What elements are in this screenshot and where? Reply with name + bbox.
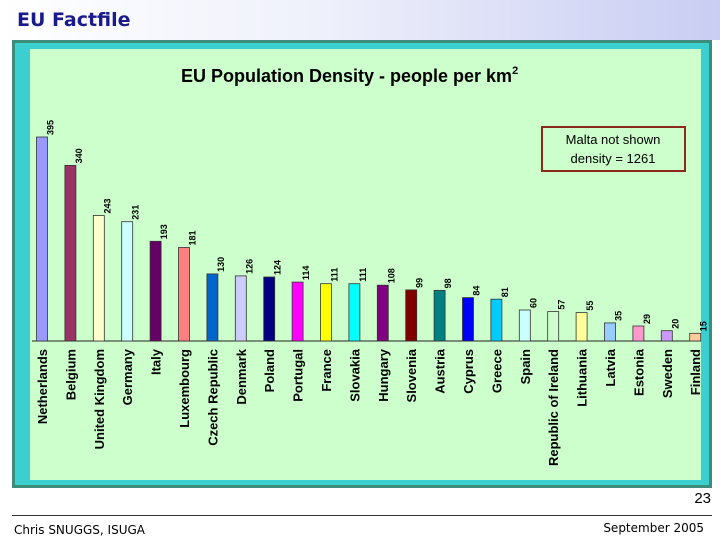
bar-hungary	[376, 284, 389, 342]
value-label-lithuania: 55	[585, 301, 595, 311]
category-label-finland: Finland	[688, 349, 703, 395]
bar-belgium	[64, 165, 77, 342]
bar-italy	[149, 240, 162, 342]
bar-poland	[263, 276, 276, 342]
value-label-luxembourg: 181	[188, 230, 198, 245]
value-label-czech-republic: 130	[216, 257, 226, 272]
footer-rule	[12, 515, 712, 516]
value-label-cyprus: 84	[472, 286, 482, 296]
value-label-austria: 98	[443, 278, 453, 288]
bar-estonia	[632, 325, 645, 342]
value-label-portugal: 114	[301, 266, 311, 281]
bar-netherlands	[36, 136, 48, 342]
annotation-line-1: Malta not shown	[566, 132, 661, 147]
value-label-sweden: 20	[670, 319, 680, 329]
value-label-belgium: 340	[74, 148, 84, 163]
category-label-luxembourg: Luxembourg	[177, 349, 192, 428]
category-label-greece: Greece	[489, 349, 504, 393]
value-label-germany: 231	[131, 205, 141, 220]
bar-slovenia	[405, 289, 418, 342]
category-label-hungary: Hungary	[376, 348, 391, 402]
category-label-portugal: Portugal	[291, 349, 306, 402]
chart-title-text: EU Population Density - people per km	[181, 66, 512, 86]
bar-sweden	[660, 330, 673, 342]
chart-frame: EU Population Density - people per km2 M…	[12, 40, 712, 488]
header-band	[0, 0, 720, 40]
category-label-czech-republic: Czech Republic	[205, 349, 220, 446]
annotation-box: Malta not shown density = 1261	[541, 126, 686, 172]
bar-lithuania	[575, 312, 588, 342]
bar-germany	[121, 221, 134, 342]
bar-spain	[518, 309, 531, 342]
value-label-italy: 193	[159, 224, 169, 239]
value-label-slovenia: 99	[415, 278, 425, 288]
category-label-italy: Italy	[149, 348, 164, 375]
category-label-austria: Austria	[433, 348, 448, 394]
category-label-spain: Spain	[518, 349, 533, 384]
bar-greece	[490, 298, 503, 342]
category-label-france: France	[319, 349, 334, 392]
category-label-slovakia: Slovakia	[347, 348, 362, 402]
value-label-france: 111	[330, 268, 340, 282]
category-label-belgium: Belgium	[63, 349, 78, 400]
value-label-slovakia: 111	[358, 268, 368, 282]
category-label-germany: Germany	[120, 348, 135, 405]
category-label-slovenia: Slovenia	[404, 348, 419, 402]
bar-luxembourg	[178, 247, 190, 342]
chart-title: EU Population Density - people per km2	[181, 65, 518, 86]
bar-denmark	[234, 275, 247, 342]
category-label-cyprus: Cyprus	[461, 349, 476, 394]
category-label-united-kingdom: United Kingdom	[92, 349, 107, 449]
chart-title-superscript: 2	[512, 65, 518, 77]
plot-area	[30, 49, 701, 480]
value-label-republic-of-ireland: 57	[557, 300, 567, 310]
bar-finland	[689, 332, 702, 342]
value-label-finland: 15	[699, 321, 709, 331]
value-label-estonia: 29	[642, 314, 652, 324]
population-density-chart: EU Population Density - people per km2 M…	[30, 49, 709, 480]
value-label-latvia: 35	[614, 311, 624, 321]
annotation-line-2: density = 1261	[571, 151, 656, 166]
bar-czech-republic	[206, 273, 219, 342]
bar-austria	[433, 289, 446, 342]
footer-date: September 2005	[603, 521, 704, 535]
category-label-sweden: Sweden	[660, 349, 675, 398]
value-label-denmark: 126	[244, 259, 254, 274]
value-label-united-kingdom: 243	[102, 198, 112, 213]
value-label-poland: 124	[273, 260, 283, 275]
bar-united-kingdom	[92, 215, 105, 342]
bar-latvia	[604, 322, 616, 342]
category-label-poland: Poland	[262, 349, 277, 392]
value-label-spain: 60	[528, 298, 538, 308]
bar-france	[320, 283, 332, 342]
category-label-denmark: Denmark	[234, 348, 249, 404]
footer-author: Chris SNUGGS, ISUGA	[14, 523, 145, 537]
category-label-netherlands: Netherlands	[35, 349, 50, 424]
category-label-estonia: Estonia	[631, 348, 646, 396]
value-label-netherlands: 395	[46, 120, 56, 135]
category-label-latvia: Latvia	[603, 348, 618, 386]
slide-title: EU Factfile	[17, 9, 131, 31]
page-number: 23	[694, 490, 711, 507]
bar-slovakia	[348, 283, 361, 342]
category-label-republic-of-ireland: Republic of Ireland	[546, 349, 561, 466]
value-label-hungary: 108	[386, 268, 396, 283]
bar-republic-of-ireland	[547, 311, 560, 342]
annotation-box-frame	[541, 126, 686, 172]
category-label-lithuania: Lithuania	[575, 348, 590, 407]
value-label-greece: 81	[500, 287, 510, 297]
bar-cyprus	[462, 297, 474, 342]
bars-group: 395 Netherlands 340 Belgium 243 United Kingdo…	[35, 120, 709, 466]
bar-portugal	[291, 281, 304, 342]
